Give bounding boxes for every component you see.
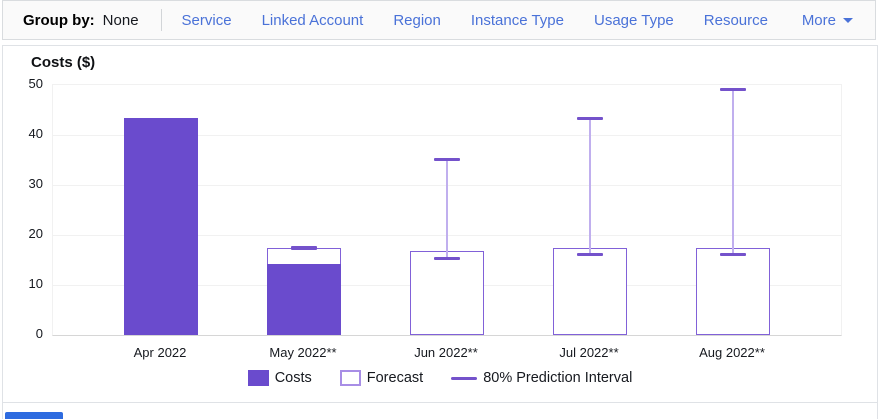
group-by-option-region[interactable]: Region (393, 11, 441, 29)
prediction-interval-line (446, 159, 448, 258)
forecast-bar[interactable] (553, 247, 627, 335)
forecast-bar[interactable] (696, 247, 770, 335)
group-by-option-service[interactable]: Service (181, 11, 232, 29)
y-tick-label: 40 (28, 126, 43, 141)
below-card-region (2, 403, 878, 419)
group-by-bar: Group by: None Service Linked Account Re… (2, 0, 876, 40)
prediction-interval-line (732, 89, 734, 255)
group-by-option-linked-account[interactable]: Linked Account (261, 11, 364, 29)
prediction-interval-cap (720, 253, 746, 256)
legend-item-costs: Costs (247, 370, 312, 386)
costs-legend-swatch (247, 370, 269, 386)
prediction-interval-legend-label: 80% Prediction Interval (483, 370, 633, 386)
chart-title: Costs ($) (31, 54, 96, 71)
chevron-down-icon (843, 17, 853, 23)
x-tick-label: Apr 2022 (133, 345, 187, 360)
x-tick-label: Aug 2022** (699, 345, 765, 360)
divider (160, 9, 162, 31)
partial-blue-element[interactable] (5, 412, 63, 419)
prediction-interval-cap (577, 253, 603, 256)
chart-card: Costs ($) Costs Forecast 80% Prediction … (2, 45, 878, 403)
chart-legend: Costs Forecast 80% Prediction Interval (3, 370, 877, 386)
costs-bar[interactable] (124, 117, 198, 335)
forecast-legend-swatch (339, 370, 361, 386)
prediction-interval-cap (434, 256, 460, 260)
prediction-interval-cap (720, 87, 746, 91)
more-label: More (801, 11, 836, 29)
prediction-interval-cap (577, 117, 603, 120)
legend-item-prediction-interval: 80% Prediction Interval (451, 370, 632, 386)
group-by-option-instance-type[interactable]: Instance Type (470, 11, 564, 29)
more-dropdown[interactable]: More (802, 12, 853, 29)
costs-bar[interactable] (267, 264, 341, 335)
x-tick-label: Jun 2022** (414, 345, 478, 360)
y-tick-label: 30 (28, 176, 43, 191)
x-tick-label: Jul 2022** (559, 345, 619, 360)
y-tick-label: 50 (28, 76, 43, 91)
group-by-option-resource[interactable]: Resource (703, 11, 768, 29)
group-by-option-usage-type[interactable]: Usage Type (593, 11, 674, 29)
forecast-legend-label: Forecast (366, 370, 424, 386)
prediction-interval-cap (434, 157, 460, 161)
forecast-bar[interactable] (410, 250, 484, 335)
y-tick-label: 10 (28, 276, 43, 291)
x-tick-label: May 2022** (269, 345, 337, 360)
y-tick-label: 0 (35, 326, 43, 341)
group-by-label: Group by: (23, 11, 95, 29)
costs-legend-label: Costs (274, 370, 312, 386)
y-tick-label: 20 (28, 226, 43, 241)
plot-area (52, 84, 842, 336)
prediction-interval-legend-swatch (451, 376, 478, 380)
group-by-options: Service Linked Account Region Instance T… (182, 12, 768, 29)
prediction-interval-cap (291, 247, 317, 250)
group-by-value: None (102, 11, 139, 29)
gridline (53, 135, 841, 136)
legend-item-forecast: Forecast (339, 370, 424, 386)
prediction-interval-line (589, 118, 591, 255)
